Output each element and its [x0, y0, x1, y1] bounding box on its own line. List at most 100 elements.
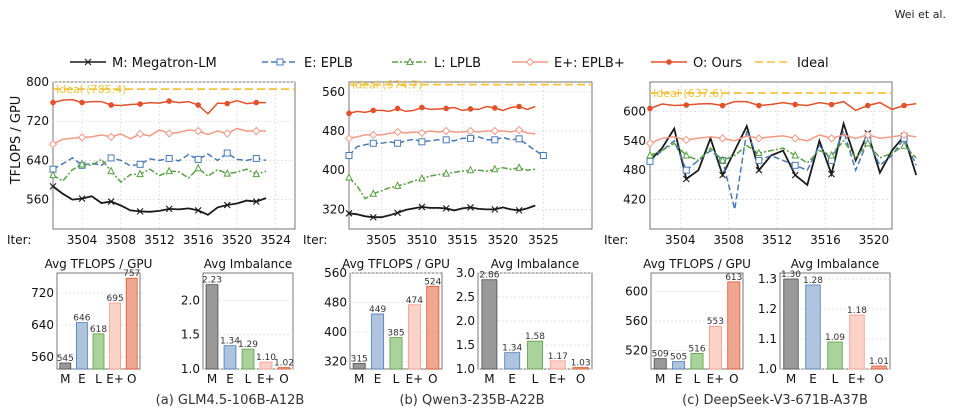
series-point	[369, 130, 378, 140]
ideal-label: Ideal (574.7)	[352, 79, 422, 92]
legend-item-eplus: E+: EPLB+	[512, 56, 625, 71]
series-point	[466, 165, 475, 174]
bar-value-label: 524	[424, 277, 441, 287]
series-line	[52, 98, 266, 115]
y-tick-label: 2.0	[181, 293, 200, 307]
y-tick-label: 560	[31, 350, 54, 364]
bar-o	[426, 285, 440, 370]
y-tick-label: 1.2	[758, 302, 777, 316]
series-point	[490, 126, 500, 136]
bar-category-label: E	[508, 372, 516, 386]
bar-eplus	[407, 304, 421, 370]
bar-category-label: M	[484, 372, 494, 386]
bar-value-label: 315	[351, 354, 368, 364]
legend-marker	[666, 59, 672, 65]
header-author: Wei et al.	[894, 8, 946, 21]
x-tick-label: 3512	[762, 233, 793, 247]
series-point	[394, 105, 401, 112]
series-point	[682, 135, 691, 145]
legend-label: E: EPLB	[304, 56, 353, 71]
bar-chart-title: Avg TFLOPS / GPU	[643, 257, 751, 271]
bar-m	[59, 362, 72, 370]
bar-category-label: L	[532, 372, 539, 386]
series-point	[136, 160, 144, 168]
series-point	[224, 100, 231, 107]
bar-value-label: 553	[707, 317, 724, 327]
iter-label: Iter:	[604, 233, 628, 247]
bar-category-label: O	[279, 372, 288, 386]
series-point	[418, 173, 426, 182]
series-line	[52, 158, 267, 184]
bar-e	[223, 345, 237, 370]
series-point	[828, 170, 835, 178]
panel-3: 420 480 540 600 3504 3508 3512 3516 3520 Iter: Ide…	[604, 81, 918, 408]
series-l	[345, 163, 536, 200]
bar-m	[352, 363, 366, 370]
panel-2: 320 400 480 560 3505 3510 3515 3520 3525 Iter: Ide…	[303, 79, 593, 408]
series-e	[345, 134, 547, 159]
bar-eplus	[259, 361, 273, 370]
legend-label: E+: EPLB+	[554, 56, 625, 71]
legend-item-ideal: Ideal	[755, 56, 829, 71]
series-point	[515, 163, 523, 171]
bar-o	[125, 277, 138, 370]
series-point	[442, 136, 450, 144]
legend-label: L: LPLB	[434, 56, 481, 71]
bar-value-label: 1.01	[869, 357, 889, 367]
series-point	[417, 128, 427, 138]
bar-eplus	[549, 360, 566, 370]
series-point	[369, 189, 378, 197]
y-tick-label: 1.0	[456, 362, 475, 376]
series-point	[645, 139, 655, 148]
bar-category-label: L	[832, 372, 839, 386]
bar-value-label: 1.18	[847, 306, 867, 316]
bar-category-label: E	[675, 372, 683, 386]
bar-e	[76, 322, 88, 370]
bar-category-label: E	[226, 372, 234, 386]
series-eplus	[344, 125, 536, 143]
legend-marker	[406, 57, 414, 65]
y-tick-label: 400	[322, 163, 345, 177]
series-point	[718, 134, 727, 143]
series-point	[137, 101, 143, 107]
y-tick-label: 400	[324, 325, 347, 339]
bar-chart-title: Avg Imbalance	[491, 257, 580, 271]
bar-value-label: 646	[73, 314, 90, 324]
bar-chart-title: Avg TFLOPS / GPU	[45, 257, 153, 271]
tflops-bar-chart: Avg TFLOPS / GPU 560 640 720 545 M 646 E 618 L 695…	[31, 257, 152, 386]
series-point	[223, 201, 231, 209]
tflops-bar-chart: Avg TFLOPS / GPU 520 560 600 509 M 505 E 516 L 553…	[625, 257, 751, 386]
bar-category-label: L	[393, 372, 400, 386]
bar-value-label: 509	[652, 350, 669, 360]
y-tick-label: 3.0	[456, 266, 475, 280]
x-tick-label: 3516	[183, 233, 214, 247]
y-tick-label: 420	[623, 193, 646, 207]
series-point	[252, 126, 261, 136]
series-point	[223, 149, 231, 157]
series-line	[649, 134, 917, 144]
series-point	[467, 204, 474, 211]
series-point	[828, 101, 835, 108]
series-point	[491, 136, 499, 144]
series-point	[900, 141, 908, 149]
y-tick-label: 1.0	[181, 362, 200, 376]
series-point	[719, 102, 726, 109]
series-l	[646, 138, 917, 164]
panel-caption: (c) DeepSeek-V3-671B-A37B	[682, 393, 868, 408]
y-tick-label: 720	[26, 114, 49, 128]
bar-category-label: E	[374, 372, 382, 386]
series-point	[77, 133, 87, 142]
panels: 560 640 720 800 3504 3508 3512 3516 3520 3524 Iter…	[7, 75, 918, 408]
bar-category-label: E+	[257, 372, 275, 386]
series-point	[755, 166, 763, 174]
series-point	[683, 102, 690, 108]
series-point	[252, 154, 260, 162]
bar-e	[371, 313, 385, 370]
iter-label: Iter:	[303, 233, 327, 247]
y-tick-label: 2.5	[456, 290, 475, 304]
series-point	[344, 134, 354, 143]
series-point	[899, 130, 909, 140]
bar-category-label: E	[78, 372, 86, 386]
series-point	[194, 206, 202, 214]
